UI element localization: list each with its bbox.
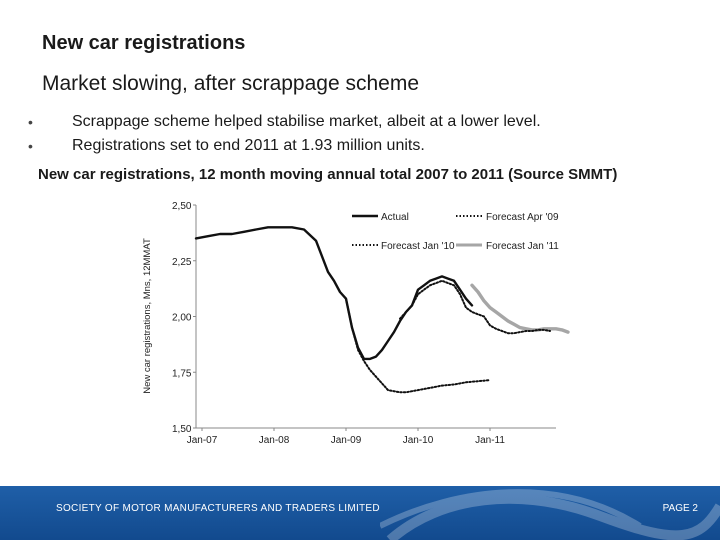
x-tick-label: Jan-08 — [259, 435, 290, 446]
bullet-text: Scrappage scheme helped stabilise market… — [72, 113, 541, 130]
legend-label-forecast-jan-11: Forecast Jan '11 — [486, 241, 559, 252]
x-tick-label: Jan-11 — [475, 435, 505, 446]
registrations-line-chart: 1,50 1,75 2,00 2,25 2,50 Jan-07 Jan-08 Jan-09 Ja… — [142, 201, 570, 446]
y-axis-title: New car registrations, Mns, 12MMAT — [142, 238, 153, 394]
page-number: PAGE 2 — [662, 503, 698, 514]
footer-org-name: SOCIETY OF MOTOR MANUFACTURERS AND TRADE… — [56, 503, 380, 514]
y-tick-label: 2,00 — [172, 313, 192, 324]
series-line-forecast-jan-10 — [399, 279, 551, 335]
footer-bar: SOCIETY OF MOTOR MANUFACTURERS AND TRADE… — [0, 486, 720, 540]
y-tick-label: 1,75 — [172, 368, 192, 379]
footer-swoosh-icon — [380, 489, 720, 540]
legend-label-actual: Actual — [381, 212, 409, 223]
x-tick-label: Jan-10 — [403, 435, 434, 446]
legend-label-forecast-apr-09: Forecast Apr '09 — [486, 212, 559, 223]
y-tick-label: 2,50 — [172, 201, 192, 212]
bullet-item: • Scrappage scheme helped stabilise mark… — [28, 110, 541, 134]
bullet-icon: • — [28, 138, 33, 154]
x-tick-label: Jan-09 — [331, 435, 362, 446]
series-line-forecast-jan-11 — [470, 283, 570, 334]
chart-heading: New car registrations, 12 month moving a… — [38, 166, 618, 183]
bullet-item: • Registrations set to end 2011 at 1.93 … — [28, 134, 541, 158]
x-tick-label: Jan-07 — [187, 435, 218, 446]
series-line-actual — [194, 226, 474, 361]
chart-axes: 1,50 1,75 2,00 2,25 2,50 Jan-07 Jan-08 Jan-09 Ja… — [142, 201, 556, 446]
legend-label-forecast-jan-10: Forecast Jan '10 — [381, 241, 455, 252]
bullet-list: • Scrappage scheme helped stabilise mark… — [28, 110, 541, 158]
slide-title: New car registrations — [42, 32, 246, 54]
y-tick-label: 1,50 — [172, 424, 192, 435]
y-tick-label: 2,25 — [172, 257, 192, 268]
bullet-text: Registrations set to end 2011 at 1.93 mi… — [72, 137, 425, 154]
chart-series — [194, 226, 570, 394]
series-line-forecast-apr-09 — [345, 297, 491, 394]
chart-legend: Actual Forecast Apr '09 Forecast Jan '10 Fo… — [352, 212, 559, 252]
bullet-icon: • — [28, 114, 33, 130]
slide-subtitle: Market slowing, after scrappage scheme — [42, 72, 420, 95]
